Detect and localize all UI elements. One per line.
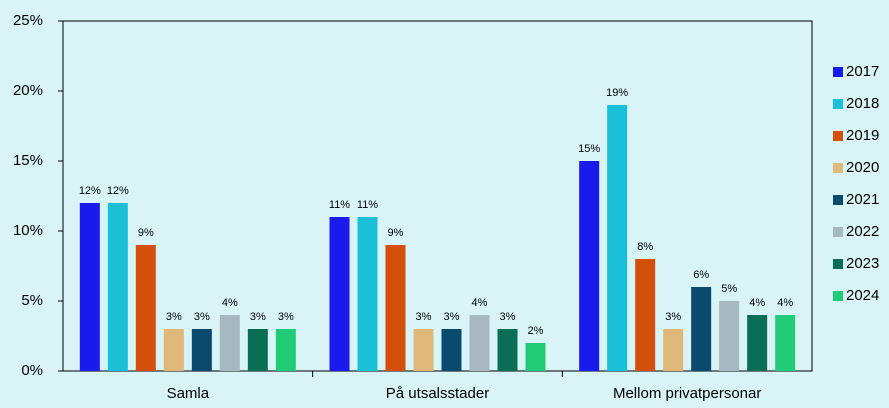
bar xyxy=(635,259,656,371)
value-label: 9% xyxy=(138,227,154,239)
value-label: 3% xyxy=(194,311,210,323)
bar xyxy=(247,329,268,371)
value-label: 15% xyxy=(578,143,600,155)
bar xyxy=(775,315,796,371)
value-label: 3% xyxy=(166,311,182,323)
y-tick-label: 5% xyxy=(21,292,43,309)
value-label: 4% xyxy=(777,297,793,309)
bar xyxy=(329,217,350,371)
bar xyxy=(135,245,156,371)
legend-swatch xyxy=(833,163,843,173)
bar xyxy=(413,329,434,371)
legend-swatch xyxy=(833,131,843,141)
bar xyxy=(163,329,184,371)
legend-label: 2018 xyxy=(846,95,879,112)
y-tick-label: 20% xyxy=(13,82,43,99)
y-tick-label: 0% xyxy=(21,362,43,379)
bar xyxy=(275,329,296,371)
legend-label: 2017 xyxy=(846,63,879,80)
value-label: 3% xyxy=(665,311,681,323)
value-label: 11% xyxy=(357,199,378,211)
y-tick-label: 15% xyxy=(13,152,43,169)
bar xyxy=(691,287,712,371)
value-label: 4% xyxy=(472,297,488,309)
bar xyxy=(579,161,600,371)
bar xyxy=(525,343,546,371)
value-label: 9% xyxy=(388,227,404,239)
value-label: 4% xyxy=(222,297,238,309)
y-tick-label: 25% xyxy=(13,12,43,29)
legend-label: 2020 xyxy=(846,159,879,176)
value-label: 3% xyxy=(416,311,432,323)
bar xyxy=(219,315,240,371)
value-label: 6% xyxy=(693,269,709,281)
value-label: 2% xyxy=(528,325,544,337)
bar xyxy=(191,329,212,371)
legend-swatch xyxy=(833,195,843,205)
y-tick-label: 10% xyxy=(13,222,43,239)
value-label: 11% xyxy=(329,199,350,211)
legend-label: 2021 xyxy=(846,191,879,208)
legend-swatch xyxy=(833,227,843,237)
value-label: 5% xyxy=(721,283,737,295)
legend-swatch xyxy=(833,67,843,77)
bar xyxy=(663,329,684,371)
legend-label: 2024 xyxy=(846,287,879,304)
value-label: 3% xyxy=(444,311,460,323)
value-label: 4% xyxy=(749,297,765,309)
legend-label: 2019 xyxy=(846,127,879,144)
legend-label: 2023 xyxy=(846,255,879,272)
bar xyxy=(107,203,128,371)
plot-frame xyxy=(62,20,813,372)
bar xyxy=(79,203,100,371)
value-label: 12% xyxy=(107,185,129,197)
x-tick-label: Samla xyxy=(167,385,210,402)
legend-swatch xyxy=(833,259,843,269)
value-label: 3% xyxy=(278,311,294,323)
legend-swatch xyxy=(833,291,843,301)
value-label: 19% xyxy=(606,87,628,99)
value-label: 3% xyxy=(250,311,266,323)
legend-swatch xyxy=(833,99,843,109)
bar xyxy=(441,329,462,371)
legend-label: 2022 xyxy=(846,223,879,240)
value-label: 8% xyxy=(637,241,653,253)
bar xyxy=(607,105,628,371)
value-label: 3% xyxy=(500,311,516,323)
x-tick-label: På utsalsstader xyxy=(386,385,489,402)
x-tick-label: Mellom privatpersonar xyxy=(613,385,761,402)
bar xyxy=(385,245,406,371)
value-label: 12% xyxy=(79,185,101,197)
bar xyxy=(469,315,490,371)
bar xyxy=(719,301,740,371)
bar xyxy=(497,329,518,371)
bar xyxy=(747,315,768,371)
bar xyxy=(357,217,378,371)
